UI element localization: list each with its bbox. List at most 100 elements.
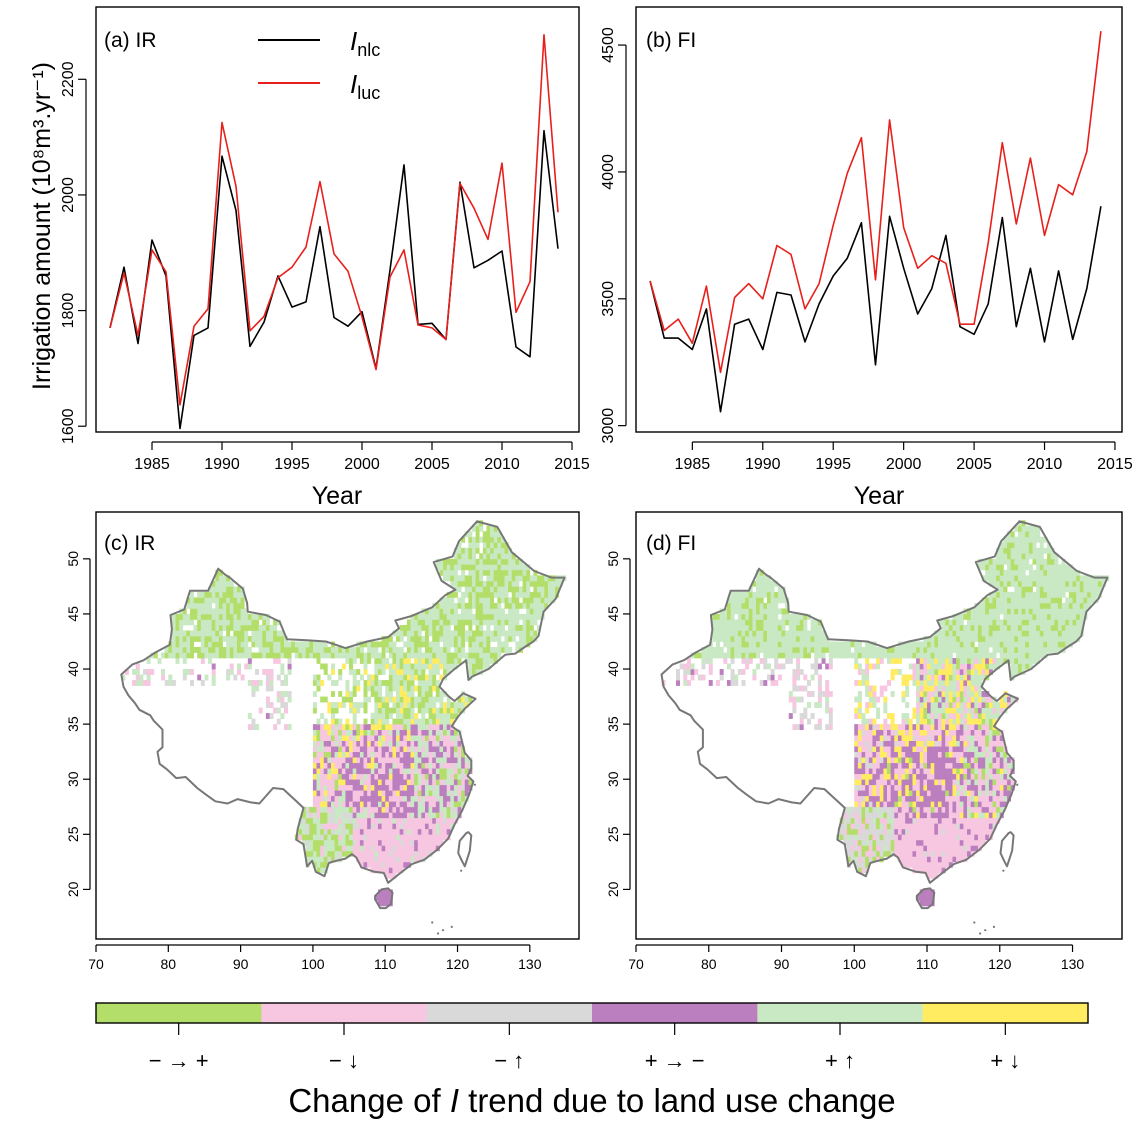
map-cell [435, 602, 440, 609]
map-cell [1021, 630, 1026, 637]
map-cell [399, 669, 404, 675]
map-cell [450, 812, 455, 819]
map-cell [923, 845, 928, 852]
map-cell [843, 806, 848, 813]
map-cell [923, 900, 928, 907]
map-cell [872, 839, 877, 846]
map-cell [453, 812, 458, 819]
map-cell [349, 828, 354, 835]
map-c-y-tick-label: 25 [65, 826, 81, 842]
map-cell [766, 624, 771, 631]
map-cell [959, 619, 964, 626]
map-cell [226, 586, 231, 593]
map-cell [453, 757, 458, 764]
map-cell [734, 630, 739, 637]
map-cell [446, 608, 451, 615]
map-cell [930, 635, 935, 642]
map-cell [428, 663, 433, 670]
map-cell [432, 713, 437, 719]
map-cell [974, 646, 979, 653]
map-cell [959, 669, 964, 675]
map-cell [515, 569, 520, 576]
map-cell [327, 702, 332, 708]
map-cell [374, 658, 379, 664]
map-cell [283, 702, 288, 708]
map-cell [161, 652, 166, 659]
map-cell [1028, 630, 1033, 637]
map-cell [937, 735, 942, 741]
map-cell [457, 707, 462, 714]
map-cell [406, 817, 411, 824]
panel-a-frame [95, 6, 580, 433]
map-cell [330, 669, 335, 675]
map-cell [410, 641, 415, 648]
map-cell [723, 652, 728, 659]
map-cell [385, 735, 390, 741]
map-cell [919, 900, 924, 907]
map-cell [948, 658, 953, 664]
map-cell [981, 658, 986, 664]
map-cell [923, 724, 928, 730]
map-cell [363, 856, 368, 863]
map-cell [937, 762, 942, 769]
map-cell [879, 768, 884, 775]
map-cell [730, 630, 735, 637]
map-cell [352, 751, 357, 758]
map-cell [945, 779, 950, 786]
map-cell [450, 751, 455, 758]
map-cell [788, 619, 793, 626]
map-cell [385, 889, 390, 896]
map-cell [726, 602, 731, 609]
map-cell [471, 575, 476, 582]
map-cell [945, 850, 950, 857]
map-cell [327, 707, 332, 714]
map-cell [276, 674, 281, 681]
map-cell [948, 707, 953, 714]
map-cell [479, 553, 484, 560]
map-cell [952, 828, 957, 835]
map-cell [927, 718, 932, 725]
map-cell [417, 646, 422, 653]
map-cell [443, 702, 448, 708]
map-cell [894, 652, 899, 659]
map-cell [399, 795, 404, 802]
map-cell [414, 795, 419, 802]
map-cell [796, 685, 801, 692]
map-cell [952, 630, 957, 637]
map-cell [930, 641, 935, 648]
map-cell [461, 619, 466, 626]
map-cell [748, 630, 753, 637]
map-cell [327, 674, 332, 681]
map-cell [952, 779, 957, 786]
map-cell [748, 658, 753, 664]
map-cell [948, 702, 953, 708]
map-cell [977, 751, 982, 758]
map-cell [1017, 652, 1022, 659]
map-cell [945, 861, 950, 868]
panel-a-title: (a) IR [104, 29, 157, 52]
map-cell [1057, 602, 1062, 609]
map-cell [414, 619, 419, 626]
map-cell [367, 652, 372, 659]
map-cell [1061, 619, 1066, 626]
map-cell [977, 735, 982, 741]
map-cell [748, 641, 753, 648]
map-cell [999, 652, 1004, 659]
map-cell [901, 839, 906, 846]
map-cell [305, 834, 310, 841]
map-cell [526, 597, 531, 604]
map-cell [359, 817, 364, 824]
map-cell [967, 839, 972, 846]
map-cell [967, 691, 972, 697]
map-cell [923, 773, 928, 780]
map-cell [937, 850, 942, 857]
map-cell [392, 735, 397, 741]
map-cell [897, 740, 902, 747]
map-cell [996, 641, 1001, 648]
map-cell [726, 613, 731, 620]
map-cell [229, 597, 234, 604]
map-cell [424, 718, 429, 725]
map-cell [737, 619, 742, 626]
map-cell [508, 575, 513, 582]
map-cell [897, 850, 902, 857]
